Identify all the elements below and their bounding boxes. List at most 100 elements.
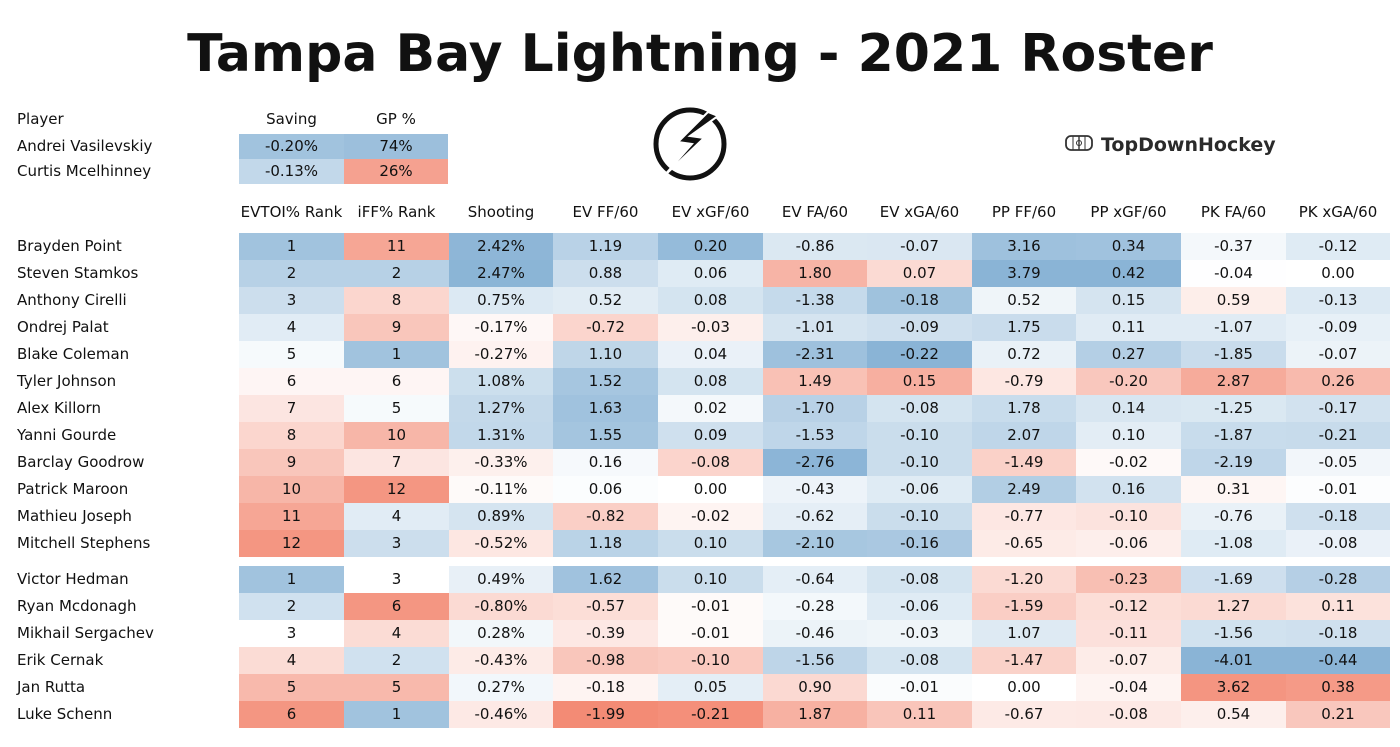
stat-cell: 0.06 (658, 260, 763, 287)
stat-cell: 7 (344, 449, 449, 476)
stat-cell: -0.06 (867, 476, 972, 503)
stat-cell: -1.07 (1181, 314, 1286, 341)
stat-cell: 3 (344, 566, 449, 593)
stat-cell: -1.85 (1181, 341, 1286, 368)
column-header: PP xGF/60 (1090, 203, 1167, 221)
stat-cell: 1.62 (553, 566, 658, 593)
stat-cell: 2.49 (972, 476, 1076, 503)
stat-cell: 2.07 (972, 422, 1076, 449)
column-header: PK xGA/60 (1298, 203, 1378, 221)
stat-cell: 0.15 (1076, 287, 1181, 314)
stat-cell: 0.88 (553, 260, 658, 287)
stat-cell: 1.49 (763, 368, 867, 395)
stat-cell: 1.87 (763, 701, 867, 728)
stat-cell: -1.69 (1181, 566, 1286, 593)
stat-cell: 0.10 (1076, 422, 1181, 449)
stat-cell: -0.08 (867, 647, 972, 674)
stat-cell: 1.52 (553, 368, 658, 395)
goalie-header-player: Player (17, 110, 64, 128)
stat-cell: 0.72 (972, 341, 1076, 368)
stat-cell: -0.07 (1286, 341, 1390, 368)
stat-cell: 0.28% (449, 620, 553, 647)
stat-cell: 2 (239, 260, 344, 287)
player-name: Victor Hedman (17, 570, 129, 588)
stat-cell: 6 (239, 368, 344, 395)
stat-cell: -0.82 (553, 503, 658, 530)
stat-cell: -0.65 (972, 530, 1076, 557)
stat-cell: 0.89% (449, 503, 553, 530)
goalie-saving-cell: -0.20% (239, 134, 344, 159)
goalie-gp-cell: 26% (344, 159, 448, 184)
stat-cell: -0.44 (1286, 647, 1390, 674)
player-name: Mikhail Sergachev (17, 624, 154, 642)
stat-cell: -4.01 (1181, 647, 1286, 674)
stat-cell: -0.67 (972, 701, 1076, 728)
stat-cell: 6 (344, 593, 449, 620)
stat-cell: -0.02 (1076, 449, 1181, 476)
stat-cell: 0.14 (1076, 395, 1181, 422)
stat-cell: -0.18 (1286, 620, 1390, 647)
stat-cell: -1.59 (972, 593, 1076, 620)
stat-cell: -0.06 (867, 593, 972, 620)
stat-cell: -1.38 (763, 287, 867, 314)
stat-cell: -0.07 (1076, 647, 1181, 674)
column-header: EV FF/60 (572, 203, 639, 221)
stat-cell: 0.59 (1181, 287, 1286, 314)
stat-cell: 0.04 (658, 341, 763, 368)
stat-cell: 0.00 (658, 476, 763, 503)
stat-cell: -0.04 (1076, 674, 1181, 701)
stat-cell: 0.27% (449, 674, 553, 701)
stat-cell: 0.21 (1286, 701, 1390, 728)
stat-cell: 1.19 (553, 233, 658, 260)
stat-cell: 1 (239, 566, 344, 593)
stat-cell: -0.03 (867, 620, 972, 647)
stat-cell: -0.62 (763, 503, 867, 530)
stat-cell: 3.16 (972, 233, 1076, 260)
stat-cell: 12 (344, 476, 449, 503)
stat-cell: -1.01 (763, 314, 867, 341)
stat-cell: 5 (239, 674, 344, 701)
stat-cell: -0.07 (867, 233, 972, 260)
lightning-bolt-logo-icon (648, 104, 732, 188)
stat-cell: -0.06 (1076, 530, 1181, 557)
stat-cell: -2.31 (763, 341, 867, 368)
stat-cell: 1.27% (449, 395, 553, 422)
stat-cell: 0.06 (553, 476, 658, 503)
stat-cell: 12 (239, 530, 344, 557)
stat-cell: 0.15 (867, 368, 972, 395)
stat-cell: 1.18 (553, 530, 658, 557)
stat-cell: 4 (239, 314, 344, 341)
stat-cell: 6 (344, 368, 449, 395)
stat-cell: 0.27 (1076, 341, 1181, 368)
stat-cell: 1.07 (972, 620, 1076, 647)
column-header: EV xGA/60 (879, 203, 960, 221)
stat-cell: -0.22 (867, 341, 972, 368)
stat-cell: 0.10 (658, 530, 763, 557)
stat-cell: 0.16 (1076, 476, 1181, 503)
goalie-gp-cell: 74% (344, 134, 448, 159)
stat-cell: -0.09 (1286, 314, 1390, 341)
stat-cell: 4 (344, 503, 449, 530)
stat-cell: -0.04 (1181, 260, 1286, 287)
stat-cell: -1.56 (763, 647, 867, 674)
stat-cell: 11 (344, 233, 449, 260)
stat-cell: 0.10 (658, 566, 763, 593)
stat-cell: 3.79 (972, 260, 1076, 287)
stat-cell: 1.27 (1181, 593, 1286, 620)
stat-cell: -0.39 (553, 620, 658, 647)
player-name: Luke Schenn (17, 705, 113, 723)
goalie-header-gp: GP % (376, 110, 416, 128)
stat-cell: 0.75% (449, 287, 553, 314)
stat-cell: -0.33% (449, 449, 553, 476)
stat-cell: -0.80% (449, 593, 553, 620)
stat-cell: -0.10 (867, 449, 972, 476)
stat-cell: -0.46 (763, 620, 867, 647)
stat-cell: 4 (239, 647, 344, 674)
stat-cell: -1.25 (1181, 395, 1286, 422)
column-header: PK FA/60 (1200, 203, 1267, 221)
stat-cell: -0.52% (449, 530, 553, 557)
stat-cell: 0.31 (1181, 476, 1286, 503)
stat-cell: -0.16 (867, 530, 972, 557)
stat-cell: 10 (239, 476, 344, 503)
stat-cell: -0.10 (658, 647, 763, 674)
